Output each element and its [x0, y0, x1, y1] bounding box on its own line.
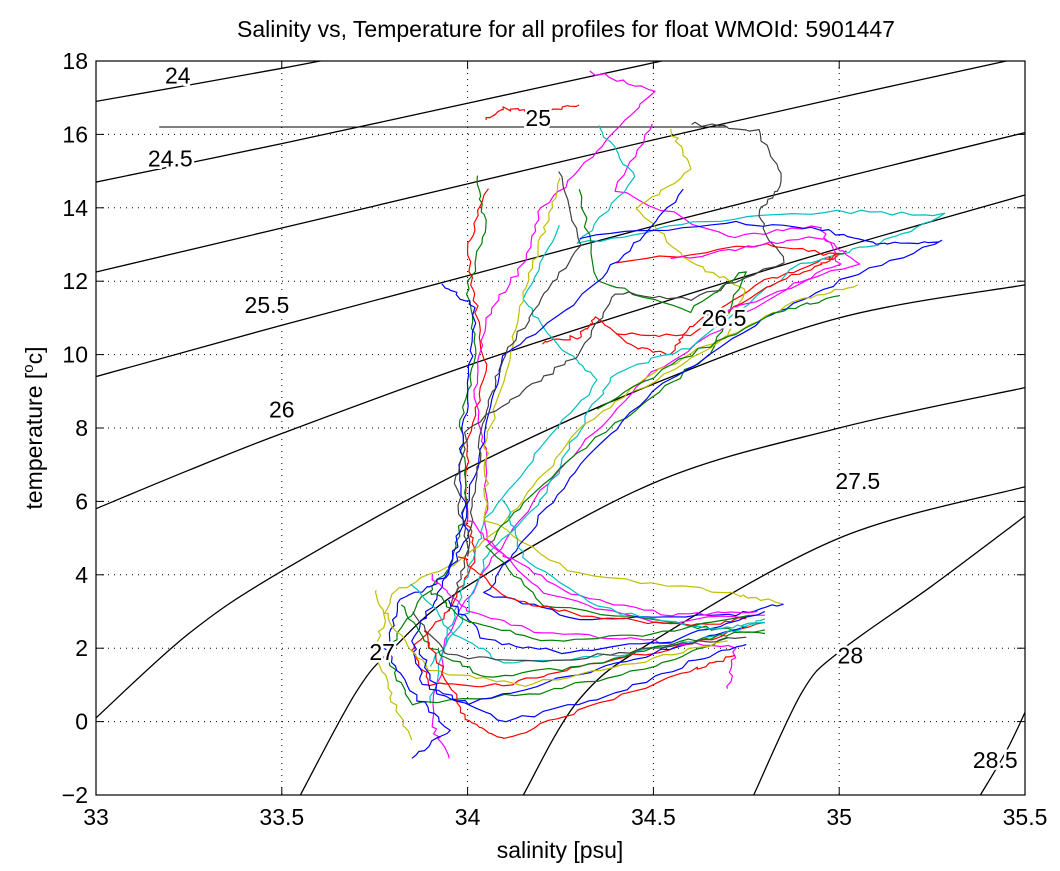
chart-title: Salinity vs, Temperature for all profile… — [237, 16, 895, 42]
profile-line — [485, 189, 765, 635]
profile-line — [596, 295, 840, 410]
grid — [96, 61, 1025, 795]
profile-line — [410, 583, 766, 664]
profile-line — [386, 175, 728, 706]
density-contour — [96, 61, 1007, 273]
profile-line — [429, 125, 946, 667]
y-tick-label: −2 — [62, 782, 88, 808]
x-tick-label: 34 — [455, 804, 481, 830]
profile-line — [615, 250, 847, 337]
profile-line — [483, 177, 784, 605]
y-tick-label: 12 — [62, 268, 88, 294]
profile-line — [429, 224, 598, 704]
y-tick-label: 16 — [62, 121, 88, 147]
y-tick-label: 10 — [62, 342, 88, 368]
y-tick-label: 2 — [75, 635, 88, 661]
axes-box — [95, 60, 1026, 796]
profile-line — [457, 556, 747, 626]
contour-label: 28 — [838, 643, 864, 669]
contour-label: 25 — [525, 105, 551, 131]
y-tick-label: 0 — [75, 709, 88, 735]
contour-label: 25.5 — [245, 292, 290, 318]
profile-line — [541, 243, 841, 356]
profile-line — [448, 171, 582, 612]
density-contour — [96, 61, 324, 103]
y-tick-label: 8 — [75, 415, 88, 441]
y-tick-label: 6 — [75, 488, 88, 514]
contour-label: 28.5 — [973, 747, 1018, 773]
y-tick-label: 14 — [62, 195, 88, 221]
contour-label: 27.5 — [835, 468, 880, 494]
profile-line — [501, 499, 765, 630]
x-axis-label: salinity [psu] — [497, 837, 624, 863]
profile-line — [453, 121, 785, 557]
plot-area: 24 24.5 25 25.5 26 26.5 27 27.5 28 28.5 — [96, 61, 1025, 795]
density-contour — [753, 515, 1025, 795]
profile-line — [412, 611, 747, 663]
profile-line — [431, 123, 842, 759]
profile-line — [473, 70, 765, 625]
profile-line — [430, 590, 751, 642]
profile-line — [448, 599, 766, 655]
y-axis-label-tail: c] — [21, 346, 47, 364]
x-tick-label: 33 — [83, 804, 109, 830]
x-tick-label: 35.5 — [1003, 804, 1048, 830]
profile-line — [418, 643, 747, 723]
contour-label: 27 — [369, 639, 395, 665]
density-contour — [979, 712, 1025, 795]
density-contour — [299, 386, 1025, 795]
y-axis-label-main: temperature [ — [21, 372, 47, 509]
profile-line — [400, 604, 766, 678]
contour-label: 24.5 — [148, 145, 193, 171]
profile-line — [483, 220, 943, 621]
x-tick-label: 34.5 — [631, 804, 676, 830]
profile-line — [633, 284, 859, 392]
density-contour — [96, 284, 1025, 719]
contour-label: 24 — [165, 63, 191, 89]
profile-line — [374, 589, 728, 687]
contour-label: 26.5 — [702, 305, 747, 331]
y-tick-label: 4 — [75, 562, 88, 588]
x-tick-label: 33.5 — [259, 804, 304, 830]
density-contour — [96, 131, 1025, 378]
x-tick-label: 35 — [826, 804, 852, 830]
profile-line — [383, 188, 684, 759]
profile-line — [423, 630, 736, 739]
y-axis-label-superscript: o — [20, 364, 37, 372]
contour-label: 26 — [269, 397, 295, 423]
density-contour — [96, 194, 1025, 510]
y-axis-label: temperature [oc] — [20, 346, 47, 509]
profile-line — [485, 104, 580, 120]
y-tick-label: 18 — [62, 48, 88, 74]
profile-line — [375, 129, 746, 741]
profile-line — [670, 236, 861, 312]
